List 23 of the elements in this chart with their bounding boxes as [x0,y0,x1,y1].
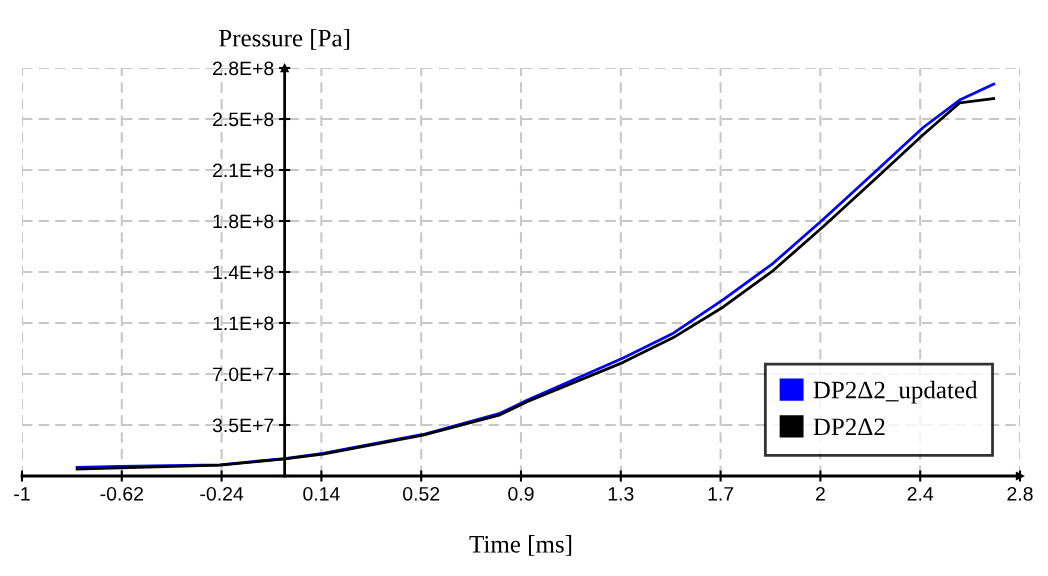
x-tick-label: 0.14 [303,486,340,501]
y-tick-label: 3.5E+7 [212,418,274,433]
x-tick-label: 2.8 [1007,486,1033,501]
y-tick-label: 1.1E+8 [213,316,274,331]
x-tick-label: -0.24 [200,486,244,501]
x-tick-label: 0.9 [508,486,534,501]
y-axis-title: Pressure [Pa] [219,29,350,50]
y-tick-label: 7.0E+7 [213,367,274,382]
y-tick-label: 2.8E+8 [213,61,274,76]
legend-label: DP2Δ2 [813,418,885,436]
x-tick-label: -1 [14,487,30,501]
x-tick-label: 1.7 [708,487,734,501]
x-axis-title: Time [ms] [469,535,572,556]
y-tick-label: 2.1E+8 [213,163,274,178]
x-tick-label: 2 [815,486,825,501]
legend-label: DP2Δ2_updated [813,380,978,404]
y-tick-label: 1.4E+8 [213,265,274,280]
x-tick-label: 0.52 [403,486,440,501]
y-tick-label: 1.8E+8 [213,214,274,229]
y-tick-label: 2.5E+8 [213,112,274,127]
x-tick-label: 1.3 [608,486,634,501]
x-tick-label: -0.62 [100,486,143,501]
x-tick-label: 2.4 [907,486,934,501]
